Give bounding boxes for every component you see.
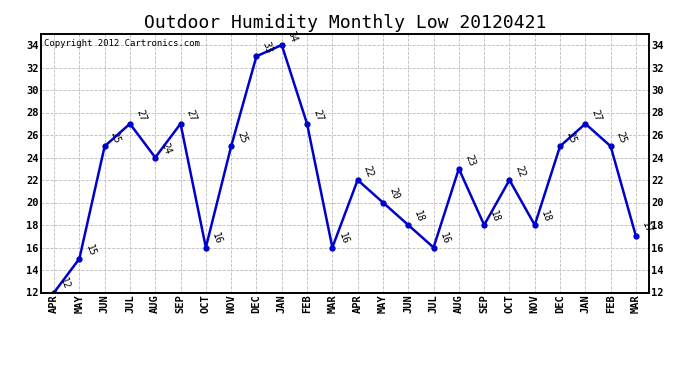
Text: 25: 25 bbox=[564, 130, 578, 145]
Text: 16: 16 bbox=[337, 232, 350, 246]
Text: 18: 18 bbox=[539, 209, 552, 224]
Text: 25: 25 bbox=[615, 130, 628, 145]
Text: 24: 24 bbox=[159, 142, 172, 156]
Text: 12: 12 bbox=[58, 277, 72, 291]
Text: 33: 33 bbox=[261, 40, 274, 55]
Text: 34: 34 bbox=[286, 29, 299, 44]
Text: 16: 16 bbox=[437, 232, 451, 246]
Text: 27: 27 bbox=[134, 108, 148, 122]
Text: 27: 27 bbox=[311, 108, 324, 122]
Text: 22: 22 bbox=[362, 164, 375, 178]
Text: 17: 17 bbox=[640, 220, 653, 235]
Text: 27: 27 bbox=[185, 108, 198, 122]
Text: 25: 25 bbox=[109, 130, 122, 145]
Text: Copyright 2012 Cartronics.com: Copyright 2012 Cartronics.com bbox=[44, 39, 200, 48]
Text: 15: 15 bbox=[83, 243, 97, 257]
Text: 23: 23 bbox=[463, 153, 476, 167]
Text: 25: 25 bbox=[235, 130, 248, 145]
Text: 16: 16 bbox=[210, 232, 224, 246]
Text: 20: 20 bbox=[387, 187, 400, 201]
Text: 18: 18 bbox=[413, 209, 426, 224]
Text: 18: 18 bbox=[489, 209, 502, 224]
Text: 22: 22 bbox=[513, 164, 527, 178]
Title: Outdoor Humidity Monthly Low 20120421: Outdoor Humidity Monthly Low 20120421 bbox=[144, 14, 546, 32]
Text: 27: 27 bbox=[589, 108, 603, 122]
